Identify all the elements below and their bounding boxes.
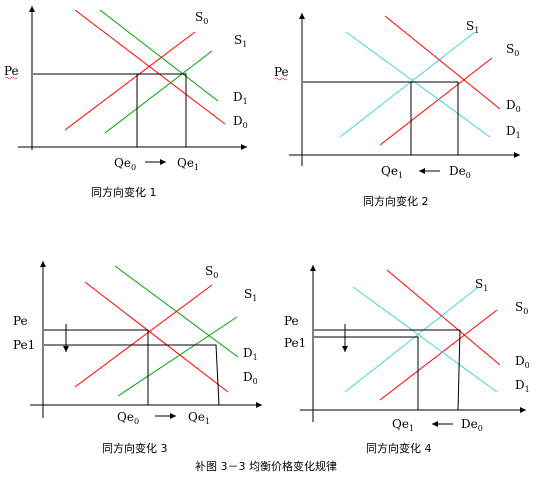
p4-caption: 同方向变化 4: [366, 441, 432, 455]
p3-label-d1: D1: [243, 346, 258, 362]
p1-label-qe0: Qe0: [114, 156, 136, 172]
p2-label-d1: D1: [506, 124, 521, 140]
p4-demand-d1: [352, 286, 498, 393]
p4-label-s1: S1: [475, 277, 488, 293]
p2-caption: 同方向变化 2: [363, 194, 429, 208]
p1-label-d0: D0: [233, 114, 248, 130]
panel-1: S0 S1 D1 D0 Pe Qe0 Qe1 同方向变化 1: [4, 6, 248, 199]
p3-demand-d0: [84, 281, 229, 393]
panel-4: S1 S0 D0 D1 Pe Pe1 Qe1 De0 同方向变化 4: [284, 265, 530, 455]
p1-label-s1: S1: [234, 33, 247, 49]
p4-pe-guide: [314, 329, 461, 411]
p2-label-s1: S1: [466, 19, 479, 35]
p1-supply-s1: [104, 50, 213, 134]
p2-spell-underline: [274, 77, 288, 81]
p3-caption: 同方向变化 3: [102, 441, 168, 455]
p2-demand-d0: [384, 15, 501, 110]
p1-demand-d1: [99, 9, 219, 102]
p1-supply-s0: [64, 31, 196, 131]
p3-label-s1: S1: [244, 287, 257, 303]
p3-label-pe1: Pe1: [13, 338, 35, 352]
p1-demand-d0: [74, 9, 226, 125]
p4-label-qe1: Qe1: [392, 417, 414, 433]
p4-demand-d0: [386, 269, 501, 366]
p4-supply-s0: [379, 309, 498, 401]
p3-label-qe0: Qe0: [117, 410, 139, 426]
p2-price-guide: [303, 81, 459, 155]
p1-label-s0: S0: [195, 10, 208, 26]
p2-label-pe: Pe: [274, 65, 289, 79]
p3-supply-s0: [74, 284, 213, 388]
panel-3: S0 S1 D1 D0 Pe Pe1 Qe0 Qe1 同方向变化 3: [13, 261, 262, 455]
p1-price-guide: [33, 73, 187, 147]
p1-caption: 同方向变化 1: [91, 185, 157, 199]
p4-label-pe1: Pe1: [284, 336, 306, 350]
p4-label-d0: D0: [515, 354, 530, 370]
p2-supply-s1: [339, 31, 476, 138]
p4-label-d1: D1: [515, 378, 530, 394]
p3-label-d0: D0: [243, 370, 258, 386]
panel-2: S1 S0 D0 D1 Pe Qe1 De0 同方向变化 2: [274, 13, 521, 208]
p1-label-qe1: Qe1: [177, 156, 199, 172]
p3-label-s0: S0: [205, 264, 218, 280]
p3-label-qe1: Qe1: [188, 410, 210, 426]
p2-label-de0: De0: [449, 164, 471, 180]
p1-label-d1: D1: [233, 90, 248, 106]
p1-label-pe: Pe: [4, 64, 19, 78]
p4-label-s0: S0: [515, 300, 528, 316]
p3-label-pe: Pe: [13, 314, 28, 328]
p4-supply-s1: [344, 287, 478, 393]
p4-pe1-guide: [314, 336, 419, 410]
p2-label-d0: D0: [506, 98, 521, 114]
p3-supply-s1: [117, 316, 238, 397]
p3-pe-guide: [44, 329, 149, 405]
p1-spell-underline: [4, 76, 18, 80]
p2-supply-s0: [379, 57, 493, 146]
p2-label-s0: S0: [506, 42, 519, 58]
p3-pe1-guide: [44, 344, 220, 406]
p2-label-qe1: Qe1: [381, 164, 403, 180]
p2-demand-d1: [345, 31, 491, 138]
figure-caption: 补图 3－3 均衡价格变化规律: [195, 459, 337, 473]
p4-label-pe: Pe: [284, 314, 299, 328]
p4-label-de0: De0: [461, 417, 483, 433]
